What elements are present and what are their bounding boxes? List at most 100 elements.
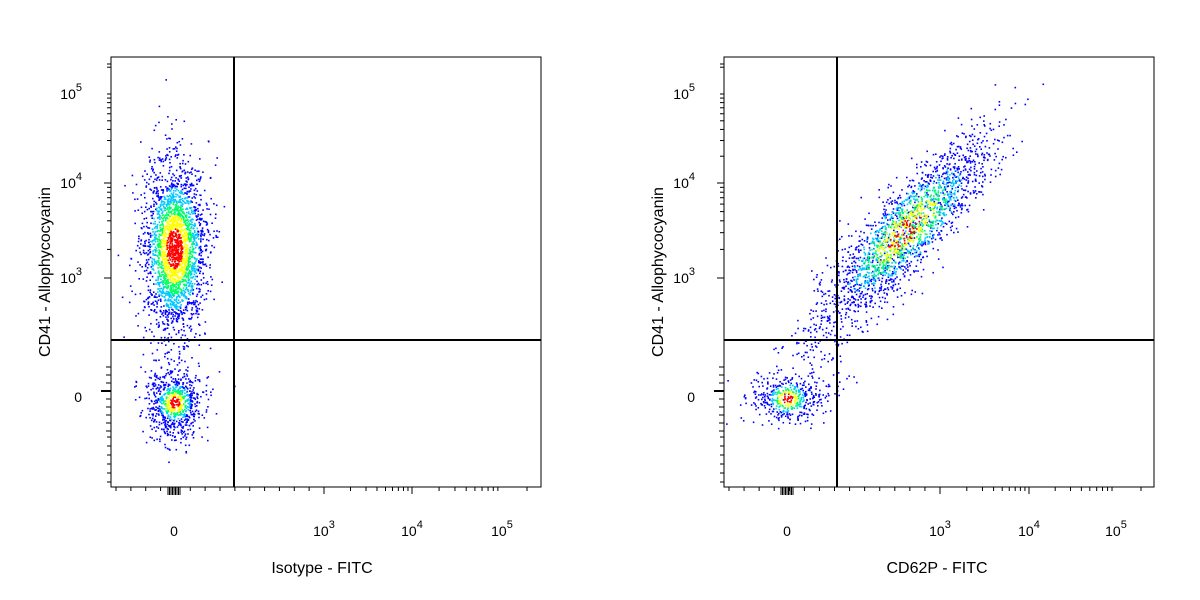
event-dot (847, 291, 850, 293)
event-dot (784, 393, 786, 395)
event-dot (770, 413, 772, 415)
event-dot (191, 243, 193, 246)
event-dot (145, 239, 147, 242)
event-dot (166, 292, 168, 295)
event-dot (183, 283, 185, 286)
event-dot (170, 200, 172, 202)
event-dot (168, 393, 170, 395)
event-dot (143, 270, 146, 272)
event-dot (210, 276, 212, 278)
event-dot (173, 272, 175, 275)
event-dot (188, 230, 191, 232)
event-dot (172, 406, 175, 409)
event-dot (943, 197, 945, 199)
event-dot (175, 188, 178, 191)
event-dot (910, 185, 913, 188)
event-dot (893, 280, 895, 283)
event-dot (172, 398, 174, 401)
event-dot (186, 249, 188, 252)
event-dot (924, 205, 926, 208)
event-dot (178, 313, 181, 315)
event-dot (186, 265, 188, 268)
event-dot (858, 235, 861, 238)
event-dot (922, 242, 924, 244)
event-dot (158, 262, 161, 265)
event-dot (178, 235, 180, 237)
event-dot (893, 253, 895, 256)
event-dot (806, 413, 808, 415)
event-dot (183, 266, 185, 268)
event-dot (158, 238, 161, 240)
event-dot (907, 242, 910, 245)
event-dot (157, 413, 160, 415)
event-dot (142, 336, 145, 339)
event-dot (857, 299, 859, 301)
event-dot (159, 316, 162, 318)
event-dot (752, 421, 755, 424)
event-dot (855, 271, 858, 274)
event-dot (973, 168, 976, 170)
event-dot (159, 243, 162, 245)
event-dot (153, 129, 156, 132)
event-dot (156, 306, 158, 308)
event-dot (166, 148, 168, 150)
event-dot (185, 284, 188, 287)
event-dot (162, 329, 165, 331)
event-dot (168, 397, 170, 399)
event-dot (140, 412, 142, 414)
event-dot (183, 373, 185, 375)
event-dot (159, 387, 161, 389)
event-dot (157, 279, 159, 281)
event-dot (178, 346, 180, 348)
event-dot (150, 240, 152, 243)
event-dot (823, 422, 825, 424)
event-dot (786, 377, 788, 379)
event-dot (157, 255, 159, 258)
event-dot (916, 172, 919, 175)
event-dot (970, 150, 972, 153)
event-dot (998, 121, 1001, 123)
event-dot (196, 170, 198, 173)
event-dot (180, 424, 182, 427)
event-dot (969, 162, 972, 164)
event-dot (161, 234, 164, 237)
event-dot (811, 372, 813, 374)
event-dot (901, 189, 903, 191)
event-dot (823, 303, 825, 306)
event-dot (158, 359, 160, 361)
event-dot (825, 300, 827, 302)
event-dot (157, 192, 159, 195)
event-dot (151, 214, 153, 217)
event-dot (951, 212, 953, 214)
event-dot (174, 199, 177, 202)
event-dot (168, 400, 170, 402)
event-dot (154, 231, 156, 233)
event-dot (189, 379, 191, 382)
event-dot (853, 310, 855, 312)
event-dot (155, 293, 157, 295)
event-dot (788, 381, 790, 384)
event-dot (944, 166, 947, 168)
event-dot (147, 407, 149, 410)
event-dot (151, 383, 154, 386)
event-dot (202, 391, 204, 393)
event-dot (164, 231, 166, 233)
event-dot (175, 288, 177, 291)
event-dot (810, 423, 813, 425)
event-dot (797, 415, 800, 418)
event-dot (134, 210, 136, 212)
event-dot (179, 306, 181, 308)
event-dot (174, 288, 176, 291)
event-dot (953, 205, 956, 208)
event-dot (973, 145, 976, 147)
event-dot (173, 360, 175, 362)
event-dot (168, 266, 171, 269)
event-dot (192, 266, 195, 268)
event-dot (190, 171, 192, 173)
event-dot (159, 393, 161, 395)
event-dot (944, 222, 947, 225)
event-dot (153, 296, 156, 298)
event-dot (923, 180, 925, 182)
event-dot (171, 308, 173, 311)
event-dot (198, 261, 200, 264)
